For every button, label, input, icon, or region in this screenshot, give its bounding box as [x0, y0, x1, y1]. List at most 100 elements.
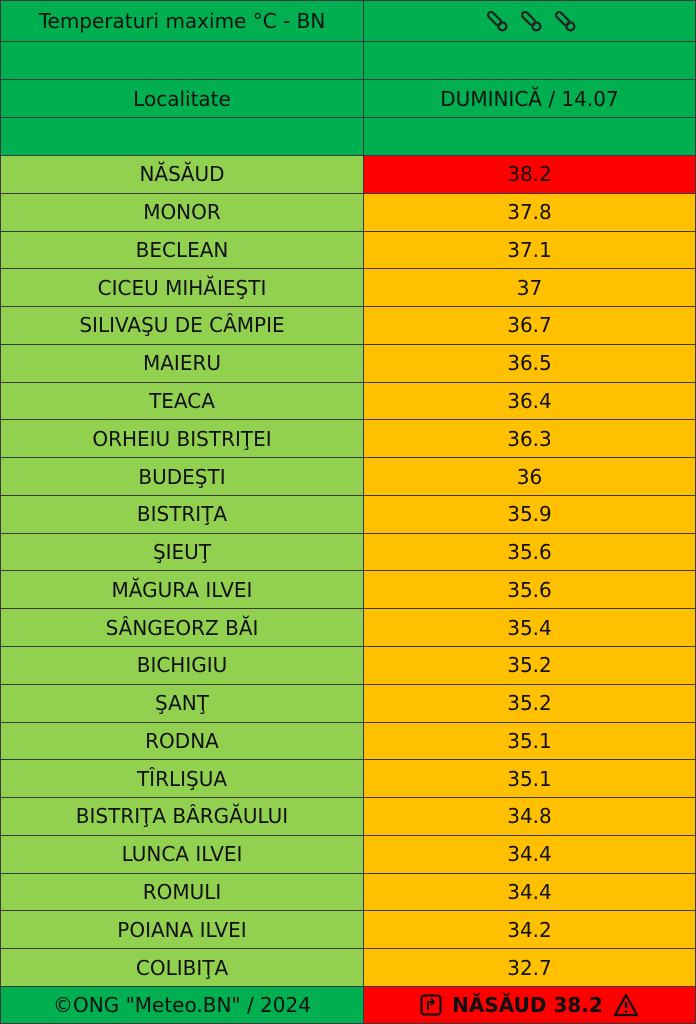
locality: POIANA ILVEI: [0, 910, 364, 950]
temperature-text: 34.4: [507, 879, 552, 904]
temperature-text: 35.1: [507, 766, 552, 791]
temperature: 36.5: [363, 343, 696, 383]
temperature: 36.3: [363, 419, 696, 459]
temperature: 34.4: [363, 872, 696, 912]
temperature: 37.8: [363, 192, 696, 232]
title: Temperaturi maxime °C - BN: [38, 9, 326, 33]
column-header: Localitate: [0, 79, 364, 118]
temperature: 35.2: [363, 646, 696, 685]
locality-text: ORHEIU BISTRIŢEI: [92, 426, 272, 451]
temperature: 35.6: [363, 532, 696, 572]
empty-cell: [363, 41, 696, 80]
temperature: 35.6: [363, 570, 696, 610]
empty-cell: [0, 41, 364, 80]
temperature-text: 35.4: [507, 615, 552, 640]
locality: LUNCA ILVEI: [0, 834, 364, 874]
locality-text: BECLEAN: [135, 237, 229, 262]
temperature-text: 35.2: [507, 653, 552, 678]
locality-text: LUNCA ILVEI: [121, 842, 243, 867]
locality: BECLEAN: [0, 230, 364, 270]
temperature: 35.2: [363, 683, 696, 723]
locality-text: ROMULI: [142, 879, 222, 904]
locality: ROMULI: [0, 872, 364, 912]
temperature: 35.4: [363, 608, 696, 647]
locality: BICHIGIU: [0, 646, 364, 685]
locality: SILIVAŞU DE CÂMPIE: [0, 306, 364, 345]
locality-text: BISTRIŢA: [136, 502, 228, 527]
temperature-text: 36.3: [507, 426, 552, 451]
locality-text: BUDEŞTI: [138, 464, 226, 489]
temperature: 34.4: [363, 834, 696, 874]
locality-text: ŞANŢ: [155, 691, 209, 716]
thermometer-icons: [486, 10, 575, 32]
locality: RODNA: [0, 721, 364, 761]
locality: TEACA: [0, 381, 364, 421]
column-label: DUMINICĂ / 14.07: [440, 86, 619, 111]
temperature-text: 37: [516, 275, 543, 300]
locality-text: BISTRIŢA BÂRGĂULUI: [75, 804, 289, 829]
locality-text: MAIERU: [142, 351, 221, 376]
temperature: 35.9: [363, 494, 696, 534]
locality: MĂGURA ILVEI: [0, 570, 364, 610]
locality: SÂNGEORZ BĂI: [0, 608, 364, 647]
temperature: 36.4: [363, 381, 696, 421]
temperature-text: 35.1: [507, 728, 552, 753]
locality: CICEU MIHĂIEŞTI: [0, 268, 364, 308]
empty-cell: [363, 117, 696, 156]
arrow-icon: [420, 994, 442, 1016]
locality: MONOR: [0, 192, 364, 232]
temperature-text: 37.8: [507, 200, 552, 225]
locality: NĂSĂUD: [0, 155, 364, 194]
locality: BISTRIŢA: [0, 494, 364, 534]
temperature-text: 35.6: [507, 577, 552, 602]
footer-cell: ©ONG "Meteo.BN" / 2024: [0, 985, 364, 1024]
locality-text: CICEU MIHĂIEŞTI: [97, 275, 267, 300]
highlight: NĂSĂUD 38.2: [452, 992, 603, 1017]
temperature-text: 36.5: [507, 351, 552, 376]
temperature: 38.2: [363, 155, 696, 194]
temperature-text: 38.2: [507, 162, 552, 187]
column-label: Localitate: [133, 86, 231, 111]
locality-text: TEACA: [149, 388, 215, 413]
temperature-text: 34.2: [507, 917, 552, 942]
temperature: 32.7: [363, 948, 696, 987]
temperature: 37.1: [363, 230, 696, 270]
icon-cell: [363, 0, 696, 42]
locality-text: SILIVAŞU DE CÂMPIE: [79, 313, 285, 338]
warning-icon: [613, 993, 638, 1017]
temperature: 37: [363, 268, 696, 308]
locality-text: TÎRLIŞUA: [136, 766, 228, 791]
locality: TÎRLIŞUA: [0, 759, 364, 799]
temperature: 35.1: [363, 759, 696, 799]
temperature-text: 32.7: [507, 955, 552, 980]
empty-cell: [0, 117, 364, 156]
locality: ŞIEUŢ: [0, 532, 364, 572]
locality-text: ŞIEUŢ: [152, 540, 212, 565]
locality-text: MĂGURA ILVEI: [111, 577, 253, 602]
locality: ORHEIU BISTRIŢEI: [0, 419, 364, 459]
temperature-text: 36: [516, 464, 543, 489]
locality-text: MONOR: [143, 200, 221, 225]
temperature-text: 35.9: [507, 502, 552, 527]
locality-text: RODNA: [145, 728, 219, 753]
credit: ©ONG "Meteo.BN" / 2024: [53, 992, 311, 1017]
locality: COLIBIŢA: [0, 948, 364, 987]
temperature-text: 34.4: [507, 842, 552, 867]
locality-text: POIANA ILVEI: [117, 917, 247, 942]
column-header: DUMINICĂ / 14.07: [363, 79, 696, 118]
temperature-text: 34.8: [507, 804, 552, 829]
footer-cell: NĂSĂUD 38.2: [363, 985, 696, 1024]
locality: MAIERU: [0, 343, 364, 383]
title-cell: Temperaturi maxime °C - BN: [0, 0, 364, 42]
locality: ŞANŢ: [0, 683, 364, 723]
temperature-text: 35.2: [507, 691, 552, 716]
locality-text: BICHIGIU: [136, 653, 228, 678]
temperature: 34.8: [363, 797, 696, 836]
locality: BUDEŞTI: [0, 457, 364, 496]
temperature-text: 35.6: [507, 540, 552, 565]
temperature-text: 36.4: [507, 388, 552, 413]
temperature: 35.1: [363, 721, 696, 761]
temperature-text: 36.7: [507, 313, 552, 338]
locality-text: SÂNGEORZ BĂI: [105, 615, 259, 640]
